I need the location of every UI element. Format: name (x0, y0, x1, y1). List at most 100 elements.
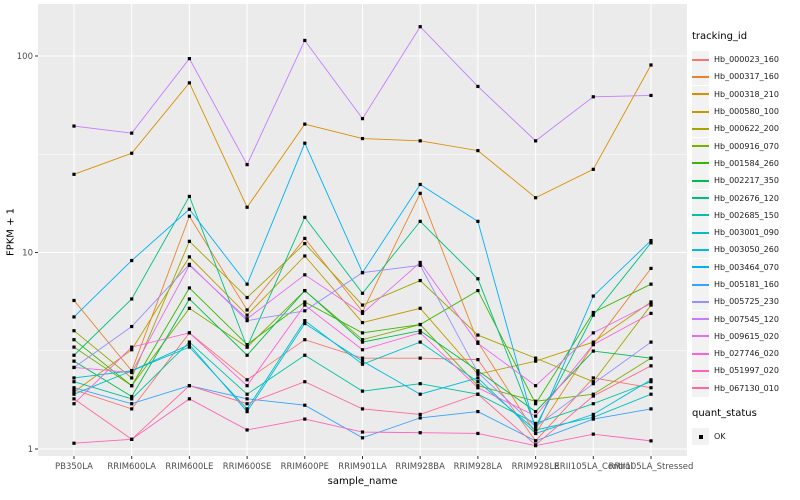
square-point-icon (698, 434, 703, 439)
legend-item-label: Hb_007545_120 (714, 314, 779, 324)
data-point (534, 409, 538, 414)
legend-item-label: Hb_000317_160 (714, 72, 779, 82)
x-tick-label: RRIM600LE (165, 462, 213, 472)
data-point (534, 431, 538, 436)
data-point (187, 207, 191, 211)
data-point (534, 443, 538, 447)
data-point (245, 409, 249, 414)
data-point (534, 428, 538, 432)
data-point (534, 439, 538, 443)
data-point (360, 271, 365, 275)
data-point (360, 136, 365, 141)
legend-item-label: Hb_002676_120 (714, 193, 779, 203)
data-point (591, 432, 595, 436)
data-point (245, 295, 249, 300)
line-swatch-color (692, 162, 709, 165)
data-point (130, 369, 134, 373)
line-swatch-color (692, 283, 709, 286)
legend-item-Hb_009615_020: Hb_009615_020 (692, 327, 798, 345)
legend-item-label: Hb_009615_020 (714, 331, 779, 341)
data-point (476, 386, 480, 390)
line-swatch-icon (692, 120, 709, 138)
data-point (649, 356, 653, 360)
line-swatch-icon (692, 327, 709, 345)
data-point (591, 412, 595, 416)
data-point (303, 300, 307, 304)
data-point (649, 63, 653, 67)
data-point (476, 219, 480, 223)
data-point (418, 416, 422, 420)
data-point (476, 431, 480, 436)
data-point (130, 324, 134, 329)
data-point (649, 340, 653, 344)
data-point (418, 260, 422, 265)
line-swatch-color (692, 266, 709, 269)
data-point (591, 310, 595, 315)
data-point (245, 163, 249, 167)
data-point (476, 333, 480, 337)
data-point (72, 338, 76, 342)
data-point (649, 311, 653, 315)
legend-item-label: Hb_051997_020 (714, 366, 779, 376)
legend-item-label: Hb_000023_160 (714, 55, 779, 65)
legend-item-Hb_005725_230: Hb_005725_230 (692, 293, 798, 311)
data-point (130, 297, 134, 301)
x-tick-label: RRIM901LA (338, 462, 387, 472)
data-point (418, 340, 422, 344)
data-point (649, 93, 653, 98)
data-point (360, 310, 365, 314)
data-point (245, 345, 249, 349)
data-point (649, 407, 653, 411)
data-point (130, 151, 134, 155)
data-point (187, 297, 191, 301)
data-point (72, 397, 76, 401)
legend-item-label: Hb_002685_150 (714, 210, 779, 220)
data-point (303, 353, 307, 357)
data-point (418, 392, 422, 396)
data-point (303, 309, 307, 313)
data-point (534, 196, 538, 200)
legend-item-Hb_027746_020: Hb_027746_020 (692, 345, 798, 363)
data-point (418, 331, 422, 335)
data-point (418, 322, 422, 327)
legend-item-Hb_002676_120: Hb_002676_120 (692, 189, 798, 207)
legend-title-tracking-id: tracking_id (692, 31, 748, 42)
line-swatch-icon (692, 68, 709, 86)
data-point (591, 167, 595, 171)
data-point (187, 306, 191, 310)
data-point (187, 255, 191, 259)
legend-title-quant-status: quant_status (692, 407, 757, 419)
data-point (130, 394, 134, 399)
data-point (72, 388, 76, 392)
data-point (649, 378, 653, 382)
data-point (360, 356, 365, 360)
data-point (72, 365, 76, 370)
data-point (476, 392, 480, 396)
legend-item-Hb_067130_010: Hb_067130_010 (692, 379, 798, 397)
legend-item-Hb_002685_150: Hb_002685_150 (692, 206, 798, 224)
legend-item-label: Hb_003050_260 (714, 245, 779, 255)
line-swatch-color (692, 145, 709, 148)
data-point (534, 414, 538, 418)
data-point (245, 407, 249, 411)
line-swatch-color (692, 110, 709, 113)
data-point (476, 84, 480, 89)
line-swatch-color (692, 58, 709, 61)
legend-item-Hb_007545_120: Hb_007545_120 (692, 310, 798, 328)
data-point (187, 340, 191, 344)
data-point (649, 439, 653, 443)
line-swatch-icon (692, 154, 709, 172)
line-swatch-icon (692, 172, 709, 190)
line-swatch-color (692, 335, 709, 338)
data-point (360, 338, 365, 342)
line-swatch-color (692, 300, 709, 303)
x-tick-label: RRIM600SE (223, 462, 272, 472)
line-swatch-color (692, 352, 709, 355)
data-point (649, 301, 653, 306)
data-point (130, 258, 134, 263)
data-point (534, 384, 538, 388)
data-point (360, 320, 365, 325)
data-point (187, 81, 191, 85)
data-points (72, 25, 653, 448)
